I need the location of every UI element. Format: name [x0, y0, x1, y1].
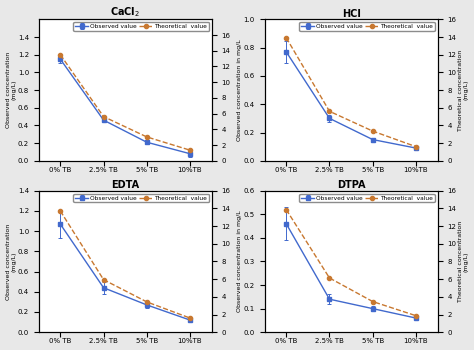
- Y-axis label: Theoretical concentration
(mg/L): Theoretical concentration (mg/L): [457, 49, 468, 131]
- Title: HCl: HCl: [342, 9, 361, 19]
- Legend: Observed value, Theoretical  value: Observed value, Theoretical value: [73, 194, 209, 202]
- Title: CaCl$_2$: CaCl$_2$: [110, 6, 140, 19]
- Y-axis label: Observed concentration
(mg/L): Observed concentration (mg/L): [6, 52, 17, 128]
- Legend: Observed value, Theoretical  value: Observed value, Theoretical value: [73, 22, 209, 31]
- Y-axis label: Observed concentration in mg/L: Observed concentration in mg/L: [237, 39, 242, 141]
- Y-axis label: Observed concentration
(mg/L): Observed concentration (mg/L): [6, 223, 17, 300]
- Title: EDTA: EDTA: [111, 180, 139, 190]
- Title: DTPA: DTPA: [337, 180, 365, 190]
- Legend: Observed value, Theoretical  value: Observed value, Theoretical value: [300, 22, 435, 31]
- Legend: Observed value, Theoretical  value: Observed value, Theoretical value: [300, 194, 435, 202]
- Y-axis label: Theoretical concentration
(mg/L): Theoretical concentration (mg/L): [457, 221, 468, 302]
- Y-axis label: Observed concentration in mg/L: Observed concentration in mg/L: [237, 211, 242, 312]
